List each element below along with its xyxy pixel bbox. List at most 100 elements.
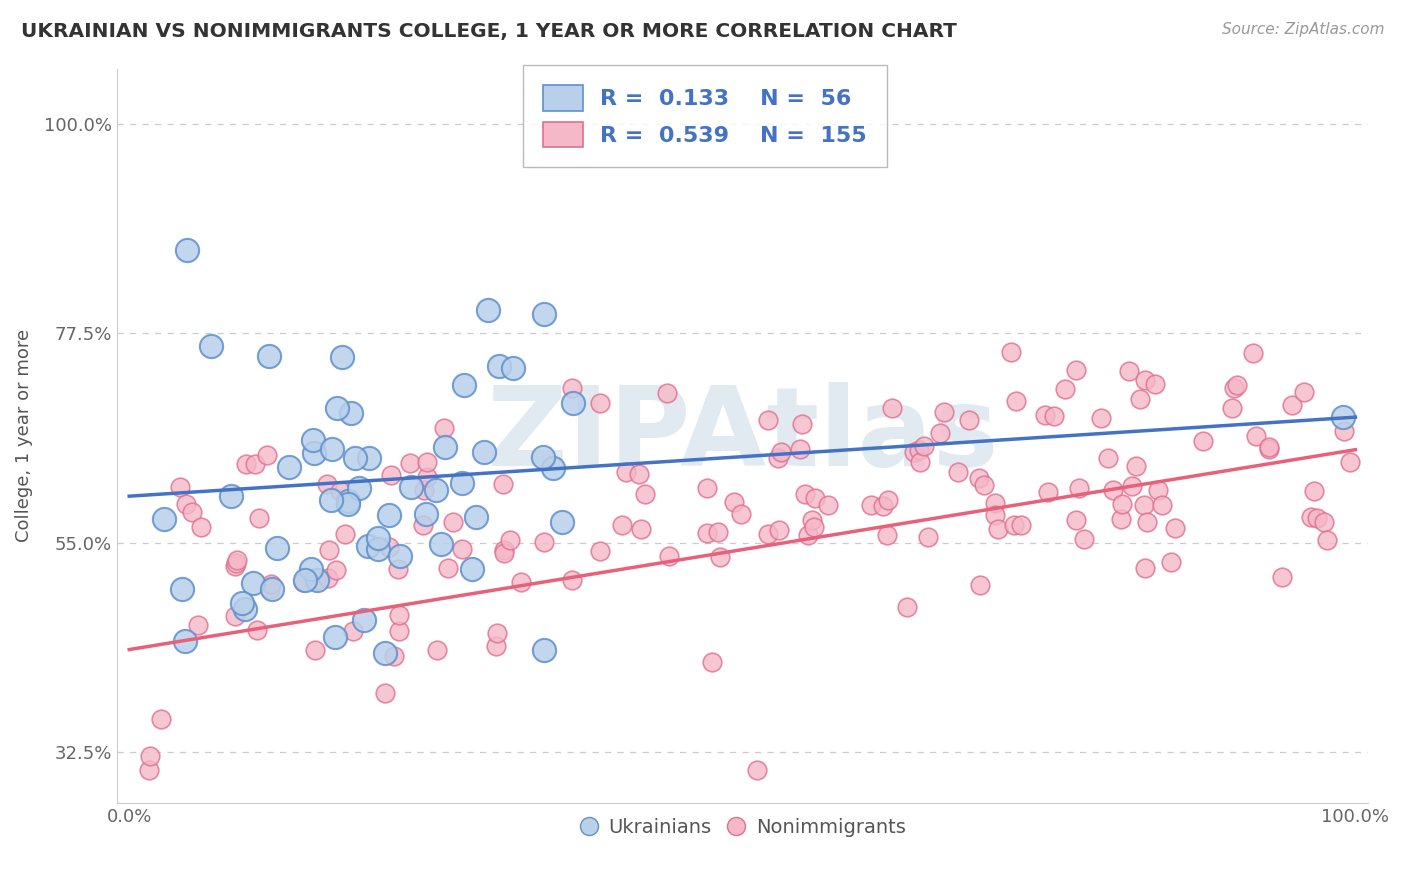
Point [339, 406, 361, 420]
Point [533, 643, 555, 657]
Point [353, 613, 375, 627]
Point [170, 582, 193, 596]
Point [768, 524, 790, 538]
Point [382, 649, 405, 664]
Point [1064, 513, 1087, 527]
Point [1035, 408, 1057, 422]
Point [700, 655, 723, 669]
Point [492, 543, 515, 558]
Point [543, 461, 565, 475]
Point [299, 562, 322, 576]
Point [610, 518, 633, 533]
Point [707, 525, 730, 540]
Point [1313, 515, 1336, 529]
Point [477, 303, 499, 318]
Point [634, 487, 657, 501]
Point [321, 442, 343, 456]
Point [174, 497, 197, 511]
Point [1299, 509, 1322, 524]
Point [464, 510, 486, 524]
Point [426, 643, 449, 657]
Point [388, 549, 411, 563]
Point [388, 607, 411, 622]
Point [319, 492, 342, 507]
Point [225, 556, 247, 570]
Point [1073, 532, 1095, 546]
Point [326, 401, 349, 416]
Point [800, 513, 823, 527]
Point [967, 471, 990, 485]
Point [1133, 561, 1156, 575]
Point [696, 526, 718, 541]
Point [453, 377, 475, 392]
Point [305, 573, 328, 587]
Point [769, 445, 792, 459]
Point [616, 465, 638, 479]
Point [550, 515, 572, 529]
Point [333, 527, 356, 541]
Point [987, 522, 1010, 536]
Point [451, 542, 474, 557]
Point [259, 582, 281, 597]
Point [257, 349, 280, 363]
Point [1010, 518, 1032, 533]
Point [1002, 518, 1025, 533]
Point [343, 451, 366, 466]
Point [588, 396, 610, 410]
Point [374, 647, 396, 661]
Point [378, 508, 401, 522]
Point [502, 361, 524, 376]
Point [1054, 382, 1077, 396]
Point [917, 530, 939, 544]
Point [969, 578, 991, 592]
Point [1222, 401, 1244, 415]
Point [416, 455, 439, 469]
Point [561, 381, 583, 395]
Point [946, 465, 969, 479]
Point [1160, 555, 1182, 569]
Y-axis label: College, 1 year or more: College, 1 year or more [15, 329, 32, 542]
Point [433, 421, 456, 435]
Point [416, 469, 439, 483]
Text: ZIPAtlas: ZIPAtlas [486, 383, 998, 489]
Point [434, 440, 457, 454]
Point [628, 467, 651, 482]
Point [1143, 376, 1166, 391]
Point [224, 558, 246, 573]
Point [367, 531, 389, 545]
Point [1132, 498, 1154, 512]
Text: Source: ZipAtlas.com: Source: ZipAtlas.com [1222, 22, 1385, 37]
Point [235, 458, 257, 472]
Point [793, 487, 815, 501]
Point [1223, 381, 1246, 395]
Point [1152, 499, 1174, 513]
Point [337, 497, 360, 511]
Point [1136, 516, 1159, 530]
Point [709, 549, 731, 564]
Point [1102, 483, 1125, 497]
Point [292, 575, 315, 590]
Point [696, 481, 718, 495]
Point [803, 520, 825, 534]
Point [1147, 483, 1170, 497]
Point [758, 413, 780, 427]
Point [461, 562, 484, 576]
Text: UKRAINIAN VS NONIMMIGRANTS COLLEGE, 1 YEAR OR MORE CORRELATION CHART: UKRAINIAN VS NONIMMIGRANTS COLLEGE, 1 YE… [21, 22, 957, 41]
Point [169, 480, 191, 494]
Point [149, 712, 172, 726]
Point [1069, 481, 1091, 495]
Point [745, 764, 768, 778]
Point [655, 386, 678, 401]
Point [294, 573, 316, 587]
Point [316, 477, 339, 491]
Point [200, 339, 222, 353]
Point [231, 596, 253, 610]
Point [973, 477, 995, 491]
Point [190, 519, 212, 533]
Point [957, 413, 980, 427]
Point [1226, 378, 1249, 392]
Point [533, 308, 555, 322]
Legend: Ukrainians, Nonimmigrants: Ukrainians, Nonimmigrants [571, 810, 914, 845]
Point [1111, 497, 1133, 511]
Point [318, 543, 340, 558]
